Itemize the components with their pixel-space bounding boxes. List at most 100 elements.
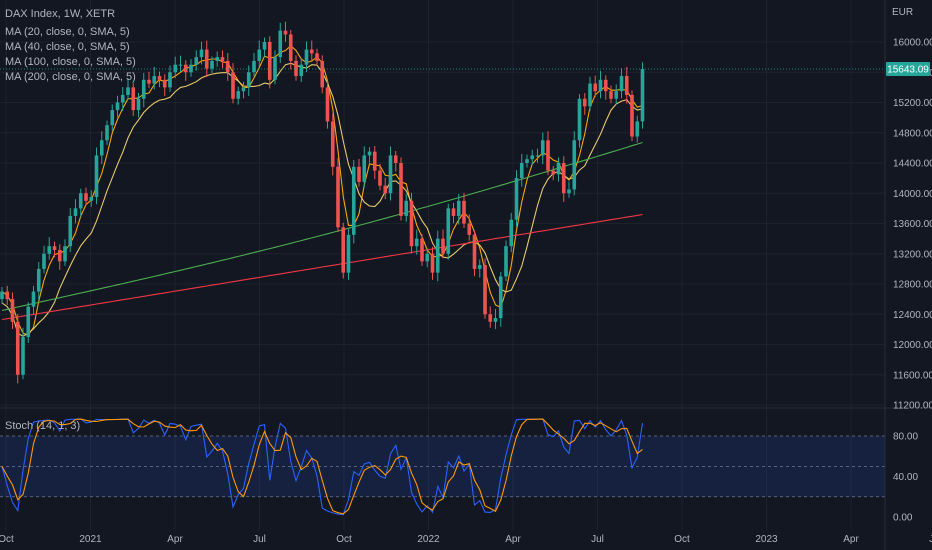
candle-body xyxy=(194,57,199,65)
candle-body xyxy=(556,163,561,175)
candle-body xyxy=(215,57,220,61)
candle-body xyxy=(210,60,214,69)
candle-body xyxy=(504,246,508,277)
candle-body xyxy=(315,53,319,61)
candle-body xyxy=(598,79,603,92)
candle-body xyxy=(451,208,456,216)
candle-body xyxy=(567,189,571,194)
candle-body xyxy=(525,159,529,163)
candle-body xyxy=(330,121,335,167)
candle-body xyxy=(241,87,246,92)
candle-body xyxy=(199,49,204,58)
stoch-tick-label: 80.00 xyxy=(893,432,918,443)
time-tick-label: Oct xyxy=(674,534,690,545)
stoch-axis: 80.00 40.00 0.00 xyxy=(893,432,918,524)
candle-body xyxy=(278,30,283,58)
candle-body xyxy=(299,64,304,77)
legend: DAX Index, 1W, XETR MA (20, close, 0, SM… xyxy=(5,8,136,432)
candle-body xyxy=(456,200,461,216)
stoch-band xyxy=(0,436,885,497)
time-tick-label: 2023 xyxy=(755,534,778,545)
candle-body xyxy=(246,72,251,88)
candle-body xyxy=(346,234,351,273)
candle-body xyxy=(78,193,83,209)
currency-label: EUR xyxy=(892,7,913,18)
candle-body xyxy=(388,155,393,194)
time-tick-label: Jul xyxy=(253,534,266,545)
candle-body xyxy=(582,98,587,107)
price-tick-label: 11600.00 xyxy=(893,370,932,381)
candle-body xyxy=(262,42,267,50)
chart-title: DAX Index, 1W, XETR xyxy=(5,8,115,20)
candle-body xyxy=(115,102,120,111)
candle-body xyxy=(357,166,361,182)
legend-ma40: MA (40, close, 0, SMA, 5) xyxy=(5,41,130,53)
time-tick-label: Apr xyxy=(843,534,859,545)
candle-body xyxy=(304,49,309,65)
candle-body xyxy=(624,76,629,95)
candle-body xyxy=(367,151,372,156)
candle-body xyxy=(588,83,592,107)
candle-body xyxy=(168,72,172,88)
candle-body xyxy=(530,155,535,160)
ma100-line xyxy=(1,141,643,312)
candle-body xyxy=(157,76,162,80)
price-tick-label: 15200.00 xyxy=(893,98,932,109)
time-tick-label: Apr xyxy=(167,534,183,545)
candle-body xyxy=(320,60,325,88)
legend-ma200: MA (200, close, 0, SMA, 5) xyxy=(5,71,136,83)
candle-body xyxy=(131,87,136,111)
candle-body xyxy=(273,57,277,80)
candle-body xyxy=(257,49,262,61)
candle-body xyxy=(68,215,73,247)
candle-body xyxy=(472,234,477,269)
candle-body xyxy=(10,299,15,322)
candle-body xyxy=(220,57,225,61)
time-tick-label: Oct xyxy=(0,534,14,545)
candle-body xyxy=(435,238,440,273)
price-tick-label: 12000.00 xyxy=(893,340,932,351)
candle-body xyxy=(294,60,298,77)
candle-body xyxy=(546,140,550,171)
candle-body xyxy=(26,306,31,337)
candle-body xyxy=(225,60,230,73)
price-tick-label: 12800.00 xyxy=(893,280,932,291)
candle-body xyxy=(378,170,382,186)
candle-body xyxy=(110,110,115,126)
candle-body xyxy=(488,314,493,322)
time-tick-label: Jul xyxy=(591,534,604,545)
time-tick-label: Apr xyxy=(505,534,521,545)
candle-body xyxy=(393,155,398,163)
candle-body xyxy=(351,166,356,235)
candle-body xyxy=(362,155,367,182)
candle-body xyxy=(136,98,141,111)
candle-body xyxy=(267,42,272,80)
candle-body xyxy=(57,249,62,262)
legend-ma20: MA (20, close, 0, SMA, 5) xyxy=(5,26,130,38)
candle-body xyxy=(399,163,403,216)
time-tick-label: Jul xyxy=(929,534,932,545)
candle-body xyxy=(493,318,498,322)
candle-body xyxy=(572,140,577,190)
candle-body xyxy=(120,94,125,103)
candle-body xyxy=(462,200,466,224)
candle-body xyxy=(141,79,146,99)
candle-body xyxy=(409,200,414,247)
candle-body xyxy=(105,125,109,141)
time-axis: Oct2021AprJulOct2022AprJulOct2023AprJulO… xyxy=(0,534,932,545)
candle-body xyxy=(283,30,288,35)
candle-body xyxy=(15,321,20,375)
candle-body xyxy=(535,155,540,157)
candle-body xyxy=(147,79,151,84)
candle-body xyxy=(84,193,88,201)
last-price-group: 15643.09 xyxy=(0,61,930,76)
candle-body xyxy=(614,91,619,99)
price-tick-label: 12400.00 xyxy=(893,310,932,321)
candle-body xyxy=(63,246,67,262)
candle-body xyxy=(173,64,178,73)
time-tick-label: Oct xyxy=(336,534,352,545)
candle-body xyxy=(519,163,524,179)
ma200-line xyxy=(1,213,643,321)
